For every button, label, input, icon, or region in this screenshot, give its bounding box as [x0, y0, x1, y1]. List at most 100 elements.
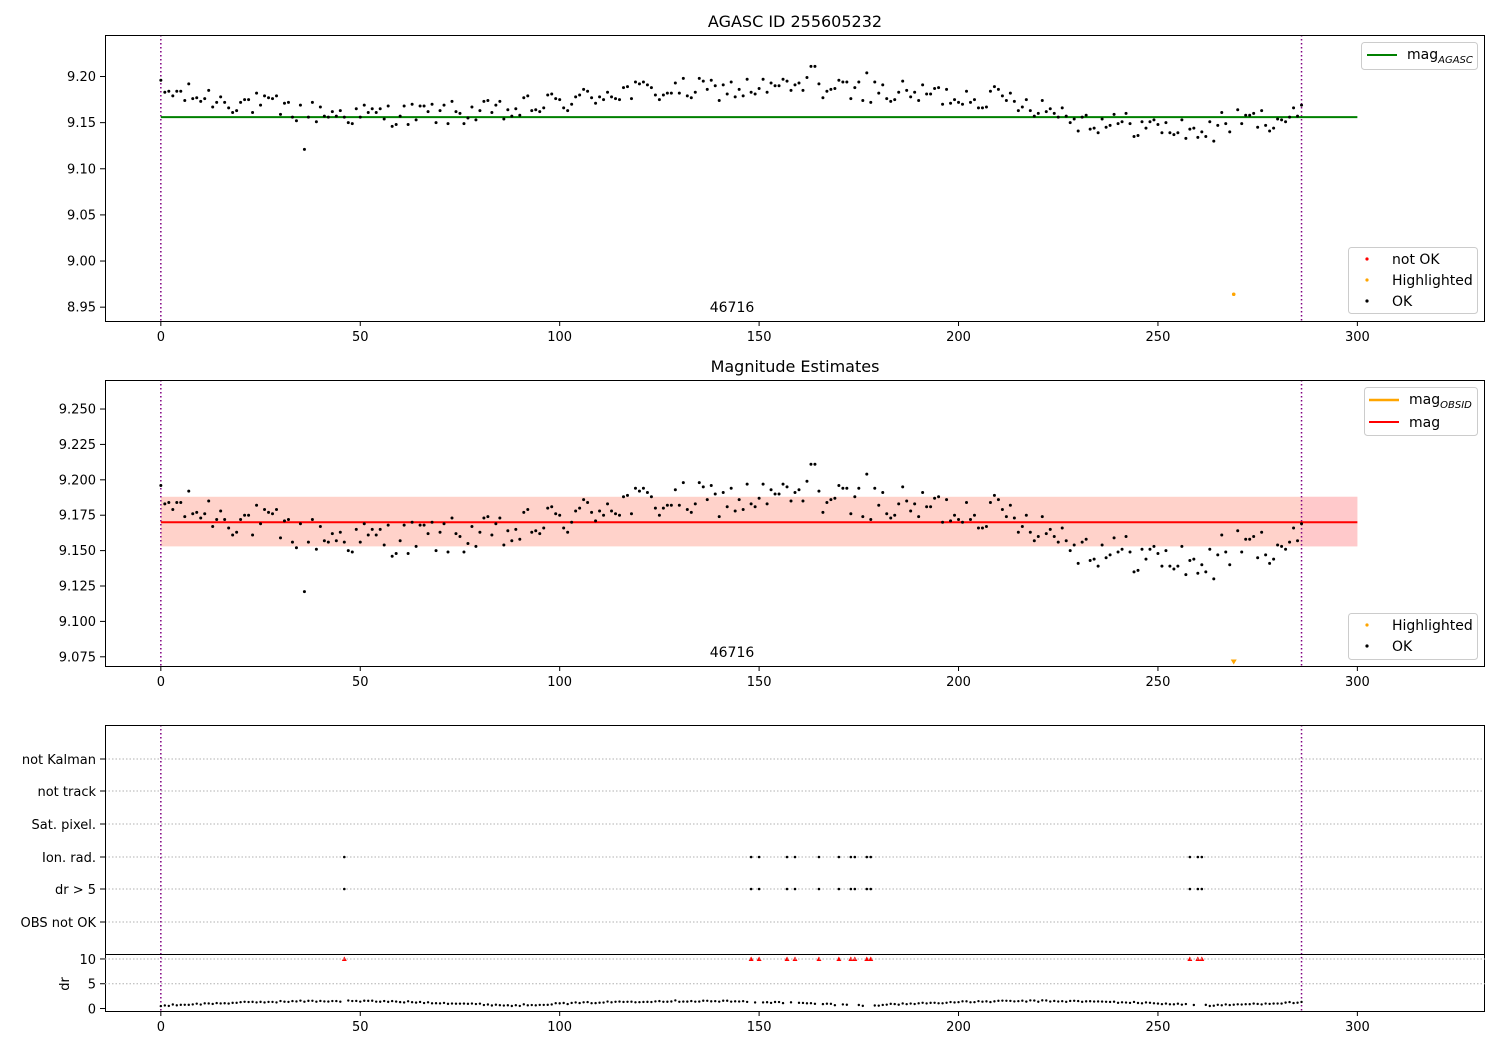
dr-point	[303, 1000, 306, 1003]
dr-point	[929, 1001, 932, 1005]
ok-point	[310, 517, 314, 521]
flag-point	[757, 887, 761, 891]
ok-point	[841, 486, 845, 490]
flag-point	[849, 887, 853, 891]
x-tick-label: 200	[946, 675, 971, 690]
ok-point	[510, 539, 514, 543]
dr-point	[925, 1002, 928, 1005]
dr-point	[1120, 1001, 1124, 1004]
dr-point	[530, 1003, 533, 1007]
ok-point	[302, 147, 306, 151]
ok-point	[1248, 537, 1252, 541]
dr-point	[434, 1002, 438, 1005]
flag-point	[749, 855, 753, 859]
dr-point	[897, 1003, 900, 1006]
ok-point	[530, 109, 534, 113]
ok-point	[1044, 110, 1048, 114]
y-tick-label: 9.175	[59, 509, 96, 524]
x-tick-label: 200	[946, 330, 971, 345]
flag-label: not track	[37, 785, 96, 800]
legend-highlighted: Highlighted	[1392, 273, 1473, 289]
dr-point	[506, 1004, 510, 1007]
dr-point	[1164, 1002, 1168, 1005]
ok-point	[701, 485, 705, 489]
ok-point	[370, 107, 374, 111]
dr-point	[1072, 999, 1076, 1002]
flag-points	[343, 855, 1204, 891]
ok-point	[259, 522, 263, 526]
dr-clipped-marker	[1187, 956, 1193, 961]
ok-point	[901, 79, 905, 83]
ok-point	[263, 94, 267, 98]
ok-point	[1240, 122, 1244, 126]
x-tick-label: 250	[1146, 330, 1171, 345]
dr-point	[450, 1002, 454, 1005]
ok-point	[825, 89, 829, 93]
ok-point	[653, 506, 657, 510]
dr-point	[1076, 999, 1080, 1003]
ok-point	[1032, 114, 1036, 118]
ok-point	[861, 99, 865, 103]
mag-agasc-legend-sub: AGASC	[1437, 55, 1473, 66]
dr-point	[1184, 1002, 1188, 1006]
dr-tick-label: 10	[79, 953, 96, 968]
ok-point	[342, 115, 346, 119]
ok-point	[366, 533, 370, 537]
dr-point	[1232, 1003, 1235, 1006]
ok-point	[566, 530, 570, 534]
flag-point	[785, 855, 789, 859]
flag-point	[1200, 887, 1204, 891]
ok-point	[362, 103, 366, 107]
ok-point	[434, 121, 438, 125]
ok-point	[390, 554, 394, 558]
dr-point	[1096, 1000, 1100, 1003]
ok-point	[1292, 106, 1296, 110]
ok-point	[370, 527, 374, 531]
ok-point	[231, 110, 235, 114]
ok-point	[1276, 117, 1280, 121]
ok-point	[921, 83, 925, 87]
dr-point	[737, 1000, 741, 1003]
dr-point	[1208, 1004, 1211, 1008]
dr-point	[1009, 999, 1012, 1003]
ok-point	[1104, 556, 1108, 560]
dr-point	[526, 1004, 529, 1007]
ok-point	[394, 122, 398, 126]
ok-point	[219, 509, 223, 513]
ok-point	[530, 530, 534, 534]
dr-point	[207, 1002, 210, 1005]
dr-point	[586, 1000, 589, 1004]
ok-point	[765, 502, 769, 506]
dr-point	[470, 1002, 474, 1005]
ok-point	[1224, 550, 1228, 554]
dr-point	[901, 1002, 904, 1005]
ok-point	[402, 523, 406, 527]
dr-point	[327, 1000, 330, 1003]
dr-point	[462, 1002, 466, 1005]
ok-point	[873, 80, 877, 84]
ok-point	[717, 515, 721, 519]
dr-point	[961, 1000, 964, 1003]
dr-point	[622, 1000, 625, 1004]
dr-point	[267, 1000, 270, 1004]
flag-label: dr > 5	[55, 883, 96, 898]
agasc-obsid-annotation: 46716	[710, 300, 755, 316]
mag-legend-label: mag	[1409, 415, 1440, 431]
ok-point	[1216, 123, 1220, 127]
ok-point	[382, 543, 386, 547]
ok-point	[1256, 125, 1260, 129]
ok-point	[271, 97, 275, 101]
flag-point	[865, 855, 869, 859]
flag-point	[757, 855, 761, 859]
flag-label: Ion. rad.	[42, 851, 96, 866]
dr-point	[1116, 1001, 1120, 1005]
y-tick-label: 9.125	[59, 580, 96, 595]
ok-point	[374, 110, 378, 114]
dr-clipped-marker	[836, 956, 842, 961]
dr-point	[1220, 1004, 1223, 1007]
dr-point	[562, 1001, 565, 1005]
ok-point	[1084, 537, 1088, 541]
ok-point	[219, 95, 223, 99]
ok-point	[187, 82, 191, 86]
ok-point	[1060, 106, 1064, 110]
